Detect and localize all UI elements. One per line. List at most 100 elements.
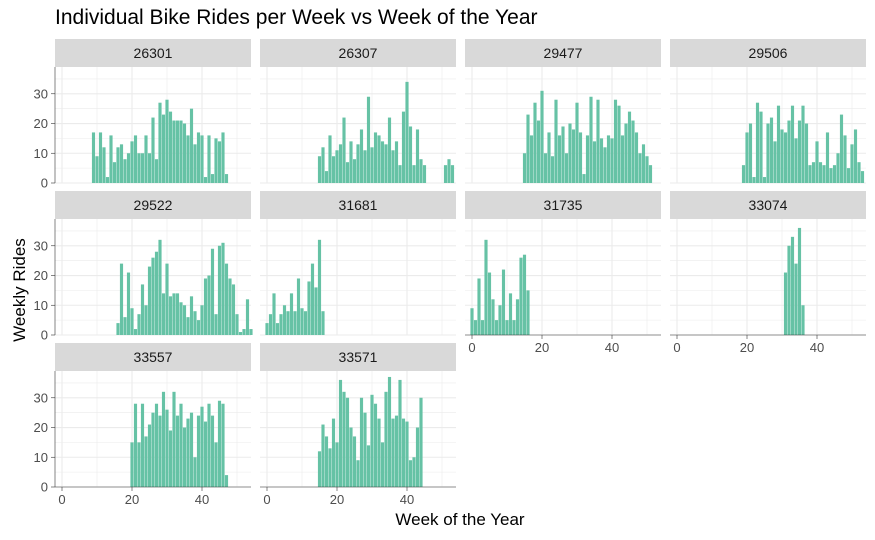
bar — [512, 320, 516, 335]
bar — [561, 126, 565, 183]
bar — [780, 129, 784, 183]
x-tick-label: 0 — [468, 340, 475, 355]
x-axis-label: Week of the Year — [395, 510, 525, 529]
bar — [214, 442, 218, 487]
bar — [126, 272, 131, 335]
bar — [165, 409, 169, 487]
bar — [359, 129, 364, 183]
bar — [193, 311, 197, 335]
bar — [200, 135, 204, 183]
bar — [818, 162, 823, 183]
bar — [638, 153, 642, 183]
bar — [207, 275, 211, 335]
bar — [839, 114, 844, 183]
bar — [508, 293, 513, 335]
bar — [282, 305, 287, 335]
bar — [401, 111, 406, 183]
bar — [324, 436, 329, 487]
facet-strip-label: 31735 — [544, 197, 583, 213]
bar — [203, 421, 208, 487]
bar — [175, 415, 180, 487]
x-tick-label: 20 — [740, 340, 754, 355]
bar — [133, 403, 138, 487]
y-tick-label: 0 — [41, 480, 48, 495]
x-tick-label: 20 — [330, 492, 344, 507]
bar — [338, 144, 343, 183]
bar — [182, 123, 187, 183]
bar — [498, 305, 502, 335]
bar — [398, 379, 402, 487]
bar — [419, 159, 423, 183]
bar — [196, 320, 201, 335]
bar — [606, 135, 611, 183]
bar — [137, 153, 141, 183]
bar — [550, 156, 555, 183]
bar — [119, 263, 124, 335]
bar — [422, 165, 427, 183]
facet-strip-label: 26307 — [339, 45, 378, 61]
bar — [613, 99, 618, 183]
bar — [161, 391, 166, 487]
bar — [387, 376, 392, 487]
bar — [186, 317, 190, 335]
bar — [578, 132, 583, 183]
bar — [480, 320, 485, 335]
bar — [515, 299, 520, 335]
bar — [328, 135, 332, 183]
bar — [168, 111, 173, 183]
bar — [328, 448, 332, 487]
bar — [154, 403, 159, 487]
bar — [158, 415, 162, 487]
bar — [130, 442, 134, 487]
facet-strip-label: 29522 — [134, 197, 173, 213]
bar — [186, 418, 190, 487]
bar — [228, 278, 232, 335]
bar — [186, 135, 190, 183]
bar — [221, 242, 225, 335]
bar — [822, 165, 826, 183]
bar — [331, 418, 336, 487]
bar — [116, 147, 120, 183]
facet-strip — [670, 191, 866, 219]
bar — [321, 147, 325, 183]
bar — [158, 239, 162, 335]
bar — [214, 138, 218, 183]
bar — [568, 123, 572, 183]
bar — [408, 460, 413, 487]
bar — [776, 105, 781, 183]
facet-strip — [260, 39, 456, 67]
bar — [140, 284, 145, 335]
bar — [242, 329, 246, 335]
bar — [356, 460, 360, 487]
bar — [210, 415, 215, 487]
bar — [582, 174, 586, 183]
bar — [140, 403, 145, 487]
bar — [172, 391, 176, 487]
bar — [759, 111, 763, 183]
bar — [144, 305, 148, 335]
bar — [98, 132, 103, 183]
y-tick-label: 0 — [41, 328, 48, 343]
bar — [314, 287, 318, 335]
facet-panel-29506: 29506 — [670, 39, 866, 184]
bar — [592, 141, 597, 183]
bar — [342, 391, 346, 487]
bar — [857, 162, 861, 183]
bar — [477, 278, 481, 335]
bar — [189, 108, 194, 183]
bar — [221, 132, 225, 183]
x-tick-label: 20 — [125, 492, 139, 507]
bar — [648, 165, 653, 183]
bar — [797, 227, 802, 335]
bar — [443, 165, 448, 183]
bar — [412, 457, 416, 487]
bar — [405, 81, 409, 183]
bar — [207, 135, 211, 183]
bar — [787, 120, 791, 183]
facet-panel-33557: 33557 0 10 20 30 0 20 40 — [34, 343, 251, 507]
bar — [207, 403, 211, 487]
bar — [161, 114, 166, 183]
bar — [415, 427, 420, 487]
facet-strip — [55, 343, 251, 371]
bar — [370, 394, 374, 487]
